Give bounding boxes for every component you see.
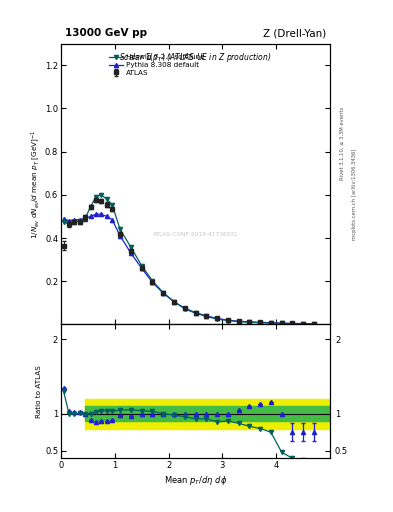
Pythia 8.308 default (77, 217, 82, 223)
Herwig 7.2.1 softTune (301, 321, 306, 327)
Text: Z (Drell-Yan): Z (Drell-Yan) (263, 28, 326, 38)
Herwig 7.2.1 softTune (236, 318, 241, 325)
Pythia 8.308 default (247, 319, 252, 325)
Line: Pythia 8.308 default: Pythia 8.308 default (62, 212, 316, 326)
Pythia 8.308 default (279, 320, 284, 326)
Herwig 7.2.1 softTune (226, 317, 230, 324)
Legend: Herwig 7.2.1 softTune, Pythia 8.308 default, ATLAS: Herwig 7.2.1 softTune, Pythia 8.308 defa… (108, 53, 206, 77)
Pythia 8.308 default (161, 290, 165, 296)
Pythia 8.308 default (172, 298, 176, 305)
Herwig 7.2.1 softTune (258, 319, 263, 326)
Text: 13000 GeV pp: 13000 GeV pp (65, 28, 147, 38)
Herwig 7.2.1 softTune (61, 219, 66, 225)
Herwig 7.2.1 softTune (104, 196, 109, 202)
X-axis label: Mean $p_T/d\eta$ $d\phi$: Mean $p_T/d\eta$ $d\phi$ (164, 474, 227, 487)
Pythia 8.308 default (83, 216, 88, 222)
Pythia 8.308 default (88, 214, 93, 220)
Herwig 7.2.1 softTune (72, 219, 77, 225)
Pythia 8.308 default (301, 321, 306, 327)
Pythia 8.308 default (204, 313, 209, 319)
Herwig 7.2.1 softTune (83, 216, 88, 222)
Pythia 8.308 default (61, 216, 66, 222)
Y-axis label: $1/N_{ev}$ $dN_{ev}/d$ mean $p_T$ [GeV]$^{-1}$: $1/N_{ev}$ $dN_{ev}/d$ mean $p_T$ [GeV]$… (29, 129, 42, 239)
Herwig 7.2.1 softTune (312, 321, 316, 327)
Herwig 7.2.1 softTune (247, 319, 252, 325)
Herwig 7.2.1 softTune (140, 263, 144, 269)
Pythia 8.308 default (150, 279, 155, 285)
Herwig 7.2.1 softTune (290, 321, 295, 327)
Text: Scalar $\Sigma(p_T)$ (ATLAS UE in Z production): Scalar $\Sigma(p_T)$ (ATLAS UE in Z prod… (119, 51, 272, 63)
Herwig 7.2.1 softTune (67, 221, 72, 227)
Pythia 8.308 default (258, 319, 263, 325)
Pythia 8.308 default (140, 265, 144, 271)
Pythia 8.308 default (268, 319, 273, 326)
Herwig 7.2.1 softTune (150, 278, 155, 284)
Herwig 7.2.1 softTune (172, 298, 176, 305)
Herwig 7.2.1 softTune (161, 290, 165, 296)
Herwig 7.2.1 softTune (279, 321, 284, 327)
Pythia 8.308 default (182, 305, 187, 311)
Pythia 8.308 default (129, 250, 133, 256)
Text: mcplots.cern.ch [arXiv:1306.3436]: mcplots.cern.ch [arXiv:1306.3436] (352, 149, 357, 240)
Pythia 8.308 default (236, 318, 241, 324)
Pythia 8.308 default (118, 233, 123, 239)
Y-axis label: Ratio to ATLAS: Ratio to ATLAS (36, 365, 42, 418)
Herwig 7.2.1 softTune (77, 218, 82, 224)
Pythia 8.308 default (67, 218, 72, 224)
Pythia 8.308 default (94, 211, 98, 217)
Pythia 8.308 default (104, 214, 109, 220)
Line: Herwig 7.2.1 softTune: Herwig 7.2.1 softTune (62, 193, 316, 326)
Herwig 7.2.1 softTune (129, 244, 133, 250)
Herwig 7.2.1 softTune (118, 226, 123, 232)
Pythia 8.308 default (226, 317, 230, 323)
Pythia 8.308 default (215, 315, 219, 322)
Pythia 8.308 default (312, 321, 316, 327)
Herwig 7.2.1 softTune (268, 320, 273, 326)
Pythia 8.308 default (110, 217, 114, 223)
Pythia 8.308 default (72, 217, 77, 223)
Text: ATLAS-CONF-2019-41736531: ATLAS-CONF-2019-41736531 (153, 232, 238, 237)
Herwig 7.2.1 softTune (193, 310, 198, 316)
Herwig 7.2.1 softTune (88, 204, 93, 210)
Herwig 7.2.1 softTune (182, 306, 187, 312)
Herwig 7.2.1 softTune (204, 313, 209, 319)
Pythia 8.308 default (193, 309, 198, 315)
Herwig 7.2.1 softTune (94, 194, 98, 200)
Pythia 8.308 default (99, 211, 104, 217)
Herwig 7.2.1 softTune (99, 191, 104, 198)
Herwig 7.2.1 softTune (110, 201, 114, 207)
Herwig 7.2.1 softTune (215, 316, 219, 322)
Text: Rivet 3.1.10, ≥ 3.3M events: Rivet 3.1.10, ≥ 3.3M events (340, 106, 345, 180)
Pythia 8.308 default (290, 321, 295, 327)
